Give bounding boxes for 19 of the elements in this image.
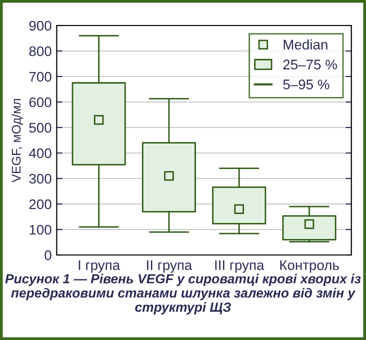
text: Рисунок 1 — Рівень VEGF у сироватці крові хворих із передраковими станами шлунка залежно від змін у структурі ЩЗ <box>5 274 361 314</box>
y-tick-label: 700 <box>29 72 52 82</box>
y-tick-label: 100 <box>30 224 52 235</box>
x-tick-label: Контроль <box>280 260 339 273</box>
y-tick-label: 0 <box>44 250 52 260</box>
y-tick-label: 800 <box>29 46 52 56</box>
annotation: 5–95 % <box>283 80 330 90</box>
y-axis-title: VEGF, мОд/мл <box>11 98 24 182</box>
y-tick-label: 600 <box>29 97 52 108</box>
legend-label: 25–75 % <box>283 60 337 70</box>
y-tick-label: 300 <box>29 174 52 184</box>
y-tick-label: 200 <box>29 199 52 210</box>
x-tick-label: III група <box>215 260 264 273</box>
x-tick-label: II група <box>147 260 192 273</box>
x-tick-label: I група <box>78 260 120 273</box>
annotation: Median <box>284 39 328 50</box>
y-tick-label: 500 <box>29 122 52 133</box>
y-tick-label: 900 <box>29 20 52 31</box>
y-tick-label: 400 <box>29 148 52 158</box>
